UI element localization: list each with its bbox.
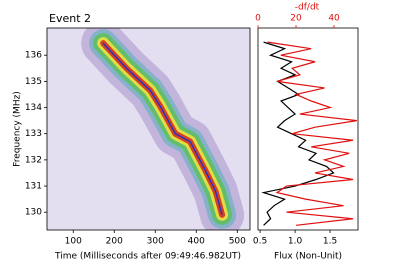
y-tick-label: 131 (25, 182, 42, 192)
x-axis-label: Flux (Non-Unit) (274, 252, 342, 262)
x-tick-label: 500 (229, 237, 246, 247)
axes-frame (46, 27, 251, 231)
x2-tick-label: 20 (290, 14, 302, 24)
x2-tick-label: 0 (255, 14, 261, 24)
flux-line (261, 41, 335, 226)
y-tick-label: 130 (25, 208, 42, 218)
x-tick-label: 1.0 (288, 237, 303, 247)
chart-title: Event 2 (49, 12, 91, 25)
y-tick-label: 135 (25, 77, 42, 87)
x-tick-label: 400 (188, 237, 205, 247)
y-tick-label: 136 (25, 51, 42, 61)
x-axis-label: Time (Milliseconds after 09:49:46.982UT) (54, 252, 241, 262)
y-tick-label: 132 (25, 155, 42, 165)
x-tick-label: 200 (106, 237, 123, 247)
y-tick-label: 134 (25, 103, 42, 113)
x2-tick-label: 40 (328, 14, 340, 24)
x-tick-label: 0.5 (253, 237, 267, 247)
x-tick-label: 300 (147, 237, 164, 247)
y-axis-label: Frequency (MHz) (13, 91, 23, 167)
x2-axis-label: -df/dt (295, 3, 320, 13)
x-tick-label: 100 (65, 237, 82, 247)
axes-frame (257, 27, 359, 231)
x-tick-label: 1.5 (323, 237, 337, 247)
drift-line (102, 42, 223, 215)
y-tick-label: 133 (25, 129, 42, 139)
dfdt-line (267, 41, 357, 226)
